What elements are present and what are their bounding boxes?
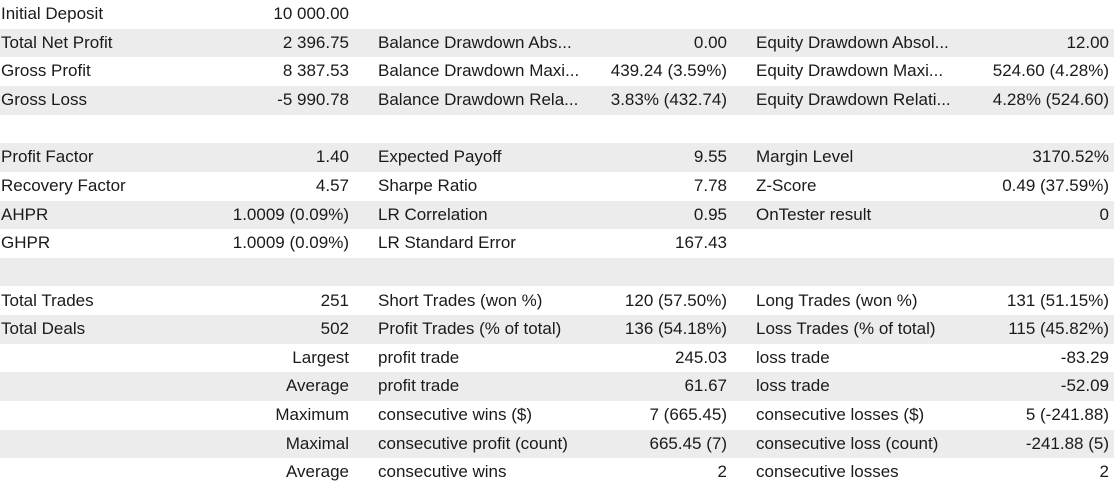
report-row: Total Net Profit 2 396.75 Balance Drawdown… (0, 28, 1114, 58)
metric-value: 5 (-241.88) (1025, 405, 1109, 425)
metric-value: Average (285, 462, 349, 482)
report-row: GHPR 1.0009 (0.09%) LR Standard Error 167.4… (0, 229, 1114, 258)
metric-label: consecutive loss (count) (756, 433, 939, 453)
metric-value: 0 (1099, 204, 1109, 224)
report-row (0, 257, 1114, 287)
metric-value: 1.0009 (0.09%) (232, 233, 349, 253)
report-row: AHPR 1.0009 (0.09%) LR Correlation 0.95 OnTe… (0, 200, 1114, 230)
metric-label: Sharpe Ratio (378, 175, 478, 195)
metric-value: 502 (320, 319, 349, 339)
metric-value: 120 (57.50%) (624, 290, 727, 310)
metric-value: 0.00 (693, 32, 727, 52)
metric-value: 2 396.75 (282, 32, 349, 52)
metric-label: consecutive profit (count) (378, 433, 568, 453)
report-row: Recovery Factor 4.57 Sharpe Ratio 7.78 Z-Sco… (0, 172, 1114, 201)
metric-value: 2 (1099, 462, 1109, 482)
metric-value: 439.24 (3.59%) (610, 61, 727, 81)
metric-value: 131 (51.15%) (1006, 290, 1109, 310)
metric-value: 167.43 (675, 233, 727, 253)
metric-value: 136 (54.18%) (624, 319, 727, 339)
metric-label: loss trade (756, 347, 830, 367)
metric-label: Short Trades (won %) (378, 290, 543, 310)
metric-label: Total Trades (1, 290, 94, 310)
metric-label: Long Trades (won %) (756, 290, 918, 310)
metric-value: 8 387.53 (282, 61, 349, 81)
metric-value: 7 (665.45) (649, 405, 728, 425)
metric-label: Expected Payoff (378, 147, 502, 167)
metric-value: 10 000.00 (273, 4, 349, 23)
metric-value: Average (285, 376, 349, 396)
metric-label: Equity Drawdown Absol... (756, 32, 949, 52)
metric-label: Total Net Profit (1, 32, 113, 52)
metric-value: 251 (320, 290, 349, 310)
metric-label: LR Standard Error (378, 233, 516, 253)
report-row (0, 115, 1114, 144)
metric-value: 3170.52% (1032, 147, 1109, 167)
metric-label: Loss Trades (% of total) (756, 319, 936, 339)
metric-label: Gross Profit (1, 61, 91, 81)
metric-value: 4.28% (524.60) (992, 89, 1109, 109)
metric-label: Recovery Factor (1, 175, 126, 195)
report-row: Average profit trade 61.67 loss trade -52.09 (0, 372, 1114, 402)
metric-value: 4.57 (315, 175, 349, 195)
metric-value: Maximum (275, 405, 349, 425)
metric-value: 2 (717, 462, 727, 482)
metric-label: Profit Trades (% of total) (378, 319, 562, 339)
metric-label: profit trade (378, 347, 460, 367)
metric-label: Balance Drawdown Maxi... (378, 61, 580, 81)
report-row: Maximal consecutive profit (count) 665.45 … (0, 429, 1114, 459)
metric-label: Initial Deposit (1, 4, 104, 23)
metric-label: Margin Level (756, 147, 854, 167)
metric-value: 61.67 (684, 376, 727, 396)
metric-label: LR Correlation (378, 204, 488, 224)
report-row: Average consecutive wins 2 consecutive loss… (0, 458, 1114, 487)
metric-label: loss trade (756, 376, 830, 396)
metric-label: Balance Drawdown Rela... (378, 89, 579, 109)
metric-label: consecutive losses ($) (756, 405, 925, 425)
metric-value: 1.0009 (0.09%) (232, 204, 349, 224)
metric-value: 9.55 (693, 147, 727, 167)
report-row: Gross Loss -5 990.78 Balance Drawdown Rela… (0, 85, 1114, 115)
metric-value: 245.03 (675, 347, 727, 367)
metric-label: AHPR (1, 204, 49, 224)
metric-label: Equity Drawdown Maxi... (756, 61, 944, 81)
metric-label: profit trade (378, 376, 460, 396)
metric-label: GHPR (1, 233, 51, 253)
report-row: Maximum consecutive wins ($) 7 (665.45) con… (0, 401, 1114, 430)
metric-label: consecutive losses (756, 462, 899, 482)
metric-label: consecutive wins (378, 462, 507, 482)
report-row: Initial Deposit 10 000.00 (0, 0, 1114, 29)
metric-value: 0.49 (37.59%) (1002, 175, 1109, 195)
metric-label: OnTester result (756, 204, 872, 224)
metric-label: Z-Score (756, 175, 817, 195)
metric-value: -241.88 (5) (1025, 433, 1109, 453)
metric-label: Profit Factor (1, 147, 94, 167)
report-row: Total Deals 502 Profit Trades (% of total)… (0, 315, 1114, 344)
metric-value: 665.45 (7) (649, 433, 728, 453)
metric-label: Balance Drawdown Abs... (378, 32, 572, 52)
metric-value: 0.95 (693, 204, 727, 224)
metric-value: 7.78 (693, 175, 727, 195)
metric-label: consecutive wins ($) (378, 405, 533, 425)
metric-label: Gross Loss (1, 89, 87, 109)
metric-value: -5 990.78 (277, 89, 349, 109)
metric-value: Largest (292, 347, 349, 367)
metric-value: Maximal (285, 433, 349, 453)
metric-value: 524.60 (4.28%) (992, 61, 1109, 81)
metric-value: 115 (45.82%) (1008, 319, 1109, 339)
metric-value: -52.09 (1060, 376, 1109, 396)
report-row: Total Trades 251 Short Trades (won %) 120 (… (0, 287, 1114, 316)
metric-value: -83.29 (1060, 347, 1109, 367)
report-row: Largest profit trade 245.03 loss trade -83.2… (0, 344, 1114, 373)
metric-value: 12.00 (1066, 32, 1109, 52)
metric-label: Equity Drawdown Relati... (756, 89, 951, 109)
report-row: Profit Factor 1.40 Expected Payoff 9.55 Marg… (0, 143, 1114, 172)
report-row: Gross Profit 8 387.53 Balance Drawdown Max… (0, 57, 1114, 86)
metric-label: Total Deals (1, 319, 86, 339)
metric-value: 3.83% (432.74) (610, 89, 727, 109)
metric-value: 1.40 (315, 147, 349, 167)
